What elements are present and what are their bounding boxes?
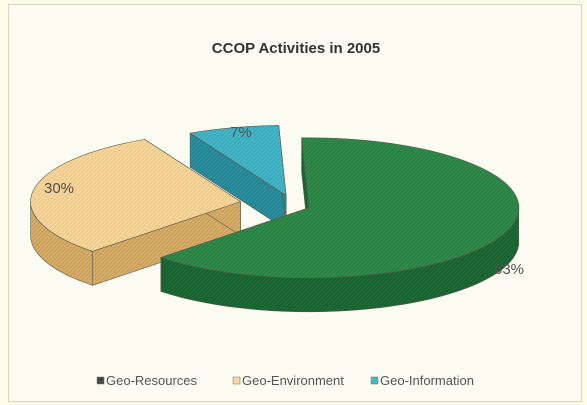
legend-swatch-geo-information [370,376,379,385]
slice-top [189,125,287,197]
pie-slice-geo-information [189,125,287,230]
pie-chart: CCOP Activities in 2005 63% 30% 7% Geo-Res… [30,40,524,388]
legend-swatch-geo-resources [96,376,105,385]
pie-slices [30,125,520,313]
legend-label-geo-environment: Geo-Environment [242,373,344,388]
slice-top [30,139,242,252]
legend: Geo-Resources Geo-Environment Geo-Informat… [96,373,474,388]
chart-frame: CCOP Activities in 2005 63% 30% 7% Geo-Res… [8,4,582,402]
chart-title: CCOP Activities in 2005 [212,40,380,57]
pie-slice-geo-resources [160,137,520,313]
value-label-geo-resources: 63% [494,261,524,278]
slice-top [160,137,520,279]
pie-slice-geo-environment [30,138,242,286]
value-labels: 63% 30% 7% [44,124,524,278]
legend-swatch-geo-environment [232,376,241,385]
legend-label-geo-resources: Geo-Resources [106,373,198,388]
value-label-geo-information: 7% [230,124,252,141]
legend-label-geo-information: Geo-Information [380,373,474,388]
value-label-geo-environment: 30% [44,180,74,197]
